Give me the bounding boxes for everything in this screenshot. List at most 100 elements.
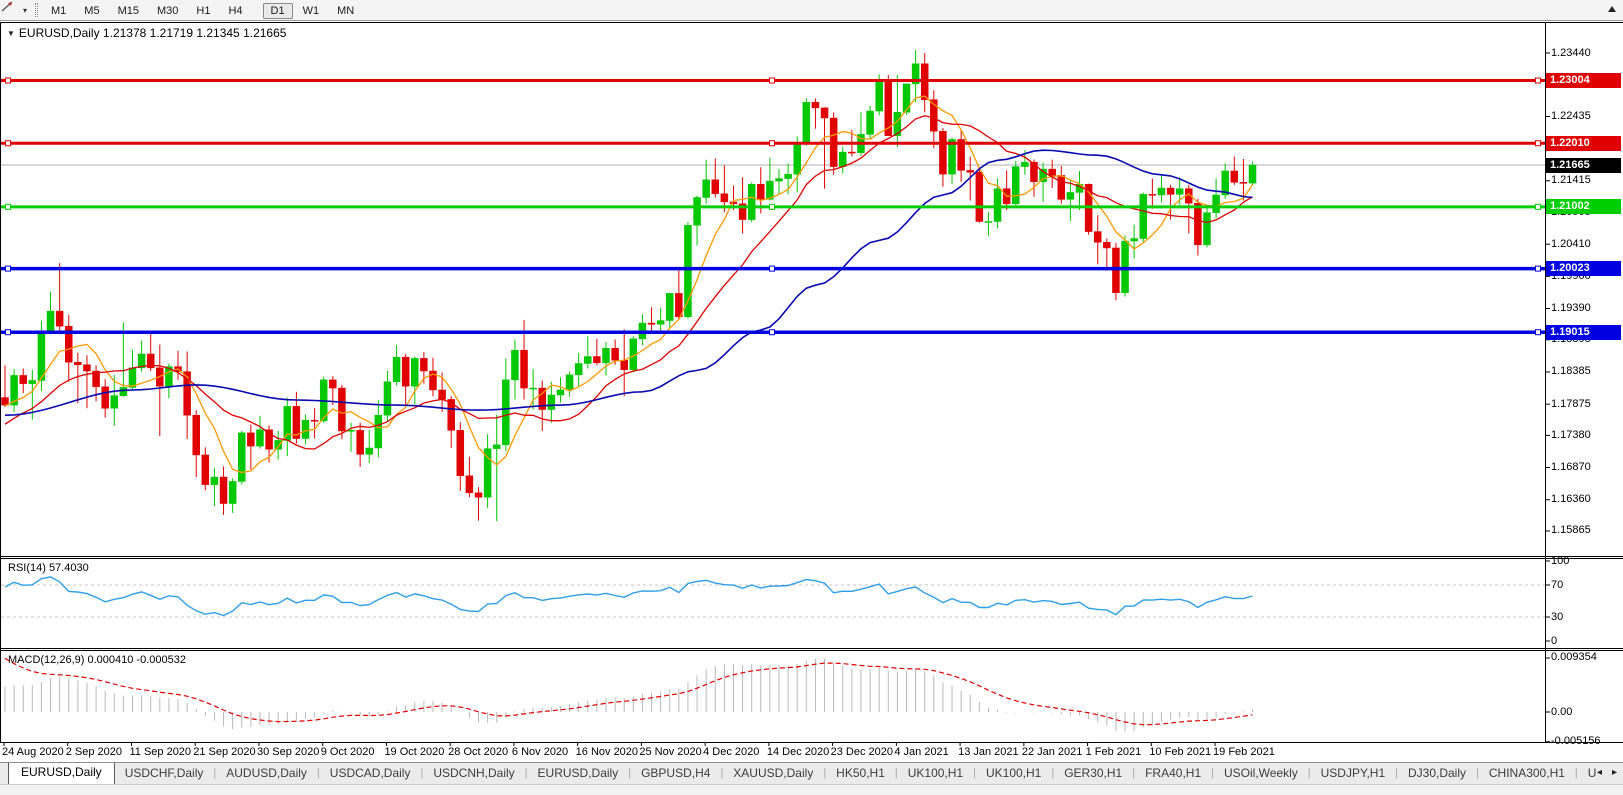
timeframe-button-d1[interactable]: D1 xyxy=(262,3,293,19)
symbol-tab-usdcnh-daily[interactable]: USDCNH,Daily xyxy=(433,766,515,780)
status-strip xyxy=(0,784,1623,795)
price-level-tag: 1.21002 xyxy=(1546,199,1621,215)
tab-separator: | xyxy=(1051,767,1055,779)
date-axis-label: 30 Sep 2020 xyxy=(256,746,320,758)
timeframe-button-w1[interactable]: W1 xyxy=(302,5,320,17)
symbol-tab-usoil-weekly[interactable]: USOil,Weekly xyxy=(1223,766,1298,780)
chart-title-text: EURUSD,Daily 1.21378 1.21719 1.21345 1.2… xyxy=(18,26,287,40)
tab-separator: | xyxy=(628,767,632,779)
symbol-tab-dj30-daily[interactable]: DJ30,Daily xyxy=(1407,766,1467,780)
tab-separator: | xyxy=(1574,767,1578,779)
toolbar-overflow-icon[interactable] xyxy=(1608,6,1616,12)
symbol-tab-eurusd-daily[interactable]: EURUSD,Daily xyxy=(8,763,115,784)
tab-separator: | xyxy=(1476,767,1479,779)
chart-canvas[interactable] xyxy=(0,21,1623,762)
date-axis-label: 11 Sep 2020 xyxy=(129,746,192,758)
date-axis-label: 25 Nov 2020 xyxy=(639,746,702,758)
date-axis-label: 1 Feb 2021 xyxy=(1085,746,1142,758)
price-axis-tick: 1.17380 xyxy=(1551,428,1591,441)
symbol-tab-audusd-daily[interactable]: AUDUSD,Daily xyxy=(226,766,307,780)
rsi-axis-tick: 100 xyxy=(1551,554,1570,567)
rsi-panel xyxy=(1,576,1545,618)
timeframe-button-h1[interactable]: H1 xyxy=(196,5,211,17)
macd-axis-tick: -0.005156 xyxy=(1551,735,1601,748)
timeframe-button-m5[interactable]: M5 xyxy=(84,5,100,17)
tab-scroll-arrows: ◂ ▸ xyxy=(1597,767,1617,778)
date-axis-label: 10 Feb 2021 xyxy=(1149,746,1212,758)
date-axis-label: 6 Nov 2020 xyxy=(511,746,569,758)
price-level-tag: 1.23004 xyxy=(1546,73,1621,88)
price-axis-tick: 1.16870 xyxy=(1551,461,1591,474)
symbol-tab-ger30-h1[interactable]: GER30,H1 xyxy=(1064,766,1123,780)
price-axis-tick: 1.22435 xyxy=(1551,109,1591,122)
symbol-tab-fra40-h1[interactable]: FRA40,H1 xyxy=(1145,766,1202,780)
date-axis-label: 19 Oct 2020 xyxy=(384,746,445,758)
price-axis-tick: 1.20410 xyxy=(1551,237,1591,250)
horizontal-line-1.23004[interactable] xyxy=(1,77,1545,84)
symbol-tab-xauusd-daily[interactable]: XAUUSD,Daily xyxy=(733,766,814,780)
date-axis-label: 2 Sep 2020 xyxy=(65,746,123,758)
date-axis-label: 21 Sep 2020 xyxy=(193,746,256,758)
macd-panel xyxy=(4,657,1254,732)
symbol-tab-usdchf-daily[interactable]: USDCHF,Daily xyxy=(124,766,204,780)
chevron-down-icon[interactable]: ▾ xyxy=(23,5,28,15)
tab-separator: | xyxy=(1395,767,1398,779)
rsi-axis-tick: 30 xyxy=(1551,610,1564,623)
trendline-cursor-icon[interactable] xyxy=(1,1,22,18)
symbol-tab-u[interactable]: U xyxy=(1587,766,1597,780)
tab-separator: | xyxy=(524,767,528,779)
date-axis-label: 13 Jan 2021 xyxy=(958,746,1019,758)
timeframe-button-mn[interactable]: MN xyxy=(337,5,355,17)
timeframe-button-m30[interactable]: M30 xyxy=(156,5,179,17)
price-axis-tick: 1.17875 xyxy=(1551,397,1591,410)
scroll-tabs-right-icon[interactable]: ▸ xyxy=(1611,767,1617,778)
current-price-tag: 1.21665 xyxy=(1546,157,1621,173)
symbol-tab-usdcad-daily[interactable]: USDCAD,Daily xyxy=(329,766,411,780)
horizontal-line-1.19015[interactable] xyxy=(1,329,1545,336)
timeframe-toolbar: ▾ M1 M5 M15 M30 H1 H4 D1 W1 MN xyxy=(0,0,1623,21)
moving-averages xyxy=(4,95,1254,474)
symbol-tab-gbpusd-h4[interactable]: GBPUSD,H4 xyxy=(641,766,711,780)
timeframe-button-m1[interactable]: M1 xyxy=(51,5,67,17)
symbol-tab-hk50-h1[interactable]: HK50,H1 xyxy=(836,766,885,780)
chart-title: ▼ EURUSD,Daily 1.21378 1.21719 1.21345 1.… xyxy=(7,26,286,40)
tab-separator: | xyxy=(823,767,827,779)
date-axis-label: 4 Dec 2020 xyxy=(703,746,760,758)
collapse-chart-icon[interactable]: ▼ xyxy=(7,29,15,38)
symbol-tab-china300-h1[interactable]: CHINA300,H1 xyxy=(1488,766,1565,780)
tab-separator: | xyxy=(1211,767,1214,779)
rsi-axis-tick: 70 xyxy=(1551,578,1564,591)
price-level-tag: 1.20023 xyxy=(1546,261,1621,277)
tab-separator: | xyxy=(213,767,217,779)
toolbar-grip xyxy=(35,3,39,17)
symbol-tab-usdjpy-h1[interactable]: USDJPY,H1 xyxy=(1320,766,1386,780)
symbol-tab-uk100-h1[interactable]: UK100,H1 xyxy=(907,766,964,780)
tab-separator: | xyxy=(420,767,424,779)
symbol-tabbar: EURUSD,Daily USDCHF,Daily | AUDUSD,Daily | US… xyxy=(0,762,1623,784)
date-axis-label: 9 Oct 2020 xyxy=(320,746,375,758)
price-axis-tick: 1.16360 xyxy=(1551,493,1591,506)
timeframe-button-m15[interactable]: M15 xyxy=(117,5,139,17)
date-axis-label: 24 Aug 2020 xyxy=(2,746,64,758)
price-axis-tick: 1.21415 xyxy=(1551,174,1591,187)
date-axis-label: 28 Oct 2020 xyxy=(448,746,509,758)
horizontal-line-1.20023[interactable] xyxy=(1,265,1545,272)
scroll-tabs-left-icon[interactable]: ◂ xyxy=(1596,767,1602,778)
symbol-tab-eurusd-daily[interactable]: EURUSD,Daily xyxy=(537,766,619,780)
tab-separator: | xyxy=(894,767,898,779)
date-axis-label: 19 Feb 2021 xyxy=(1213,746,1275,758)
tab-separator: | xyxy=(1307,767,1311,779)
horizontal-line-1.22010[interactable] xyxy=(1,140,1545,147)
price-axis-tick: 1.18385 xyxy=(1551,365,1591,378)
price-axis-tick: 1.19390 xyxy=(1551,302,1591,315)
symbol-tab-uk100-h1[interactable]: UK100,H1 xyxy=(985,766,1042,780)
macd-legend: MACD(12,26,9) 0.000410 -0.000532 xyxy=(8,654,186,666)
horizontal-line-1.21002[interactable] xyxy=(1,203,1545,210)
macd-axis-tick: 0.00 xyxy=(1551,705,1573,718)
rsi-axis-tick: 0 xyxy=(1551,634,1558,647)
timeframe-button-h4[interactable]: H4 xyxy=(228,5,243,17)
tab-separator: | xyxy=(316,767,320,779)
price-axis-tick: 1.23440 xyxy=(1551,46,1591,59)
date-axis-label: 16 Nov 2020 xyxy=(575,746,639,758)
date-axis-label: 23 Dec 2020 xyxy=(830,746,893,758)
